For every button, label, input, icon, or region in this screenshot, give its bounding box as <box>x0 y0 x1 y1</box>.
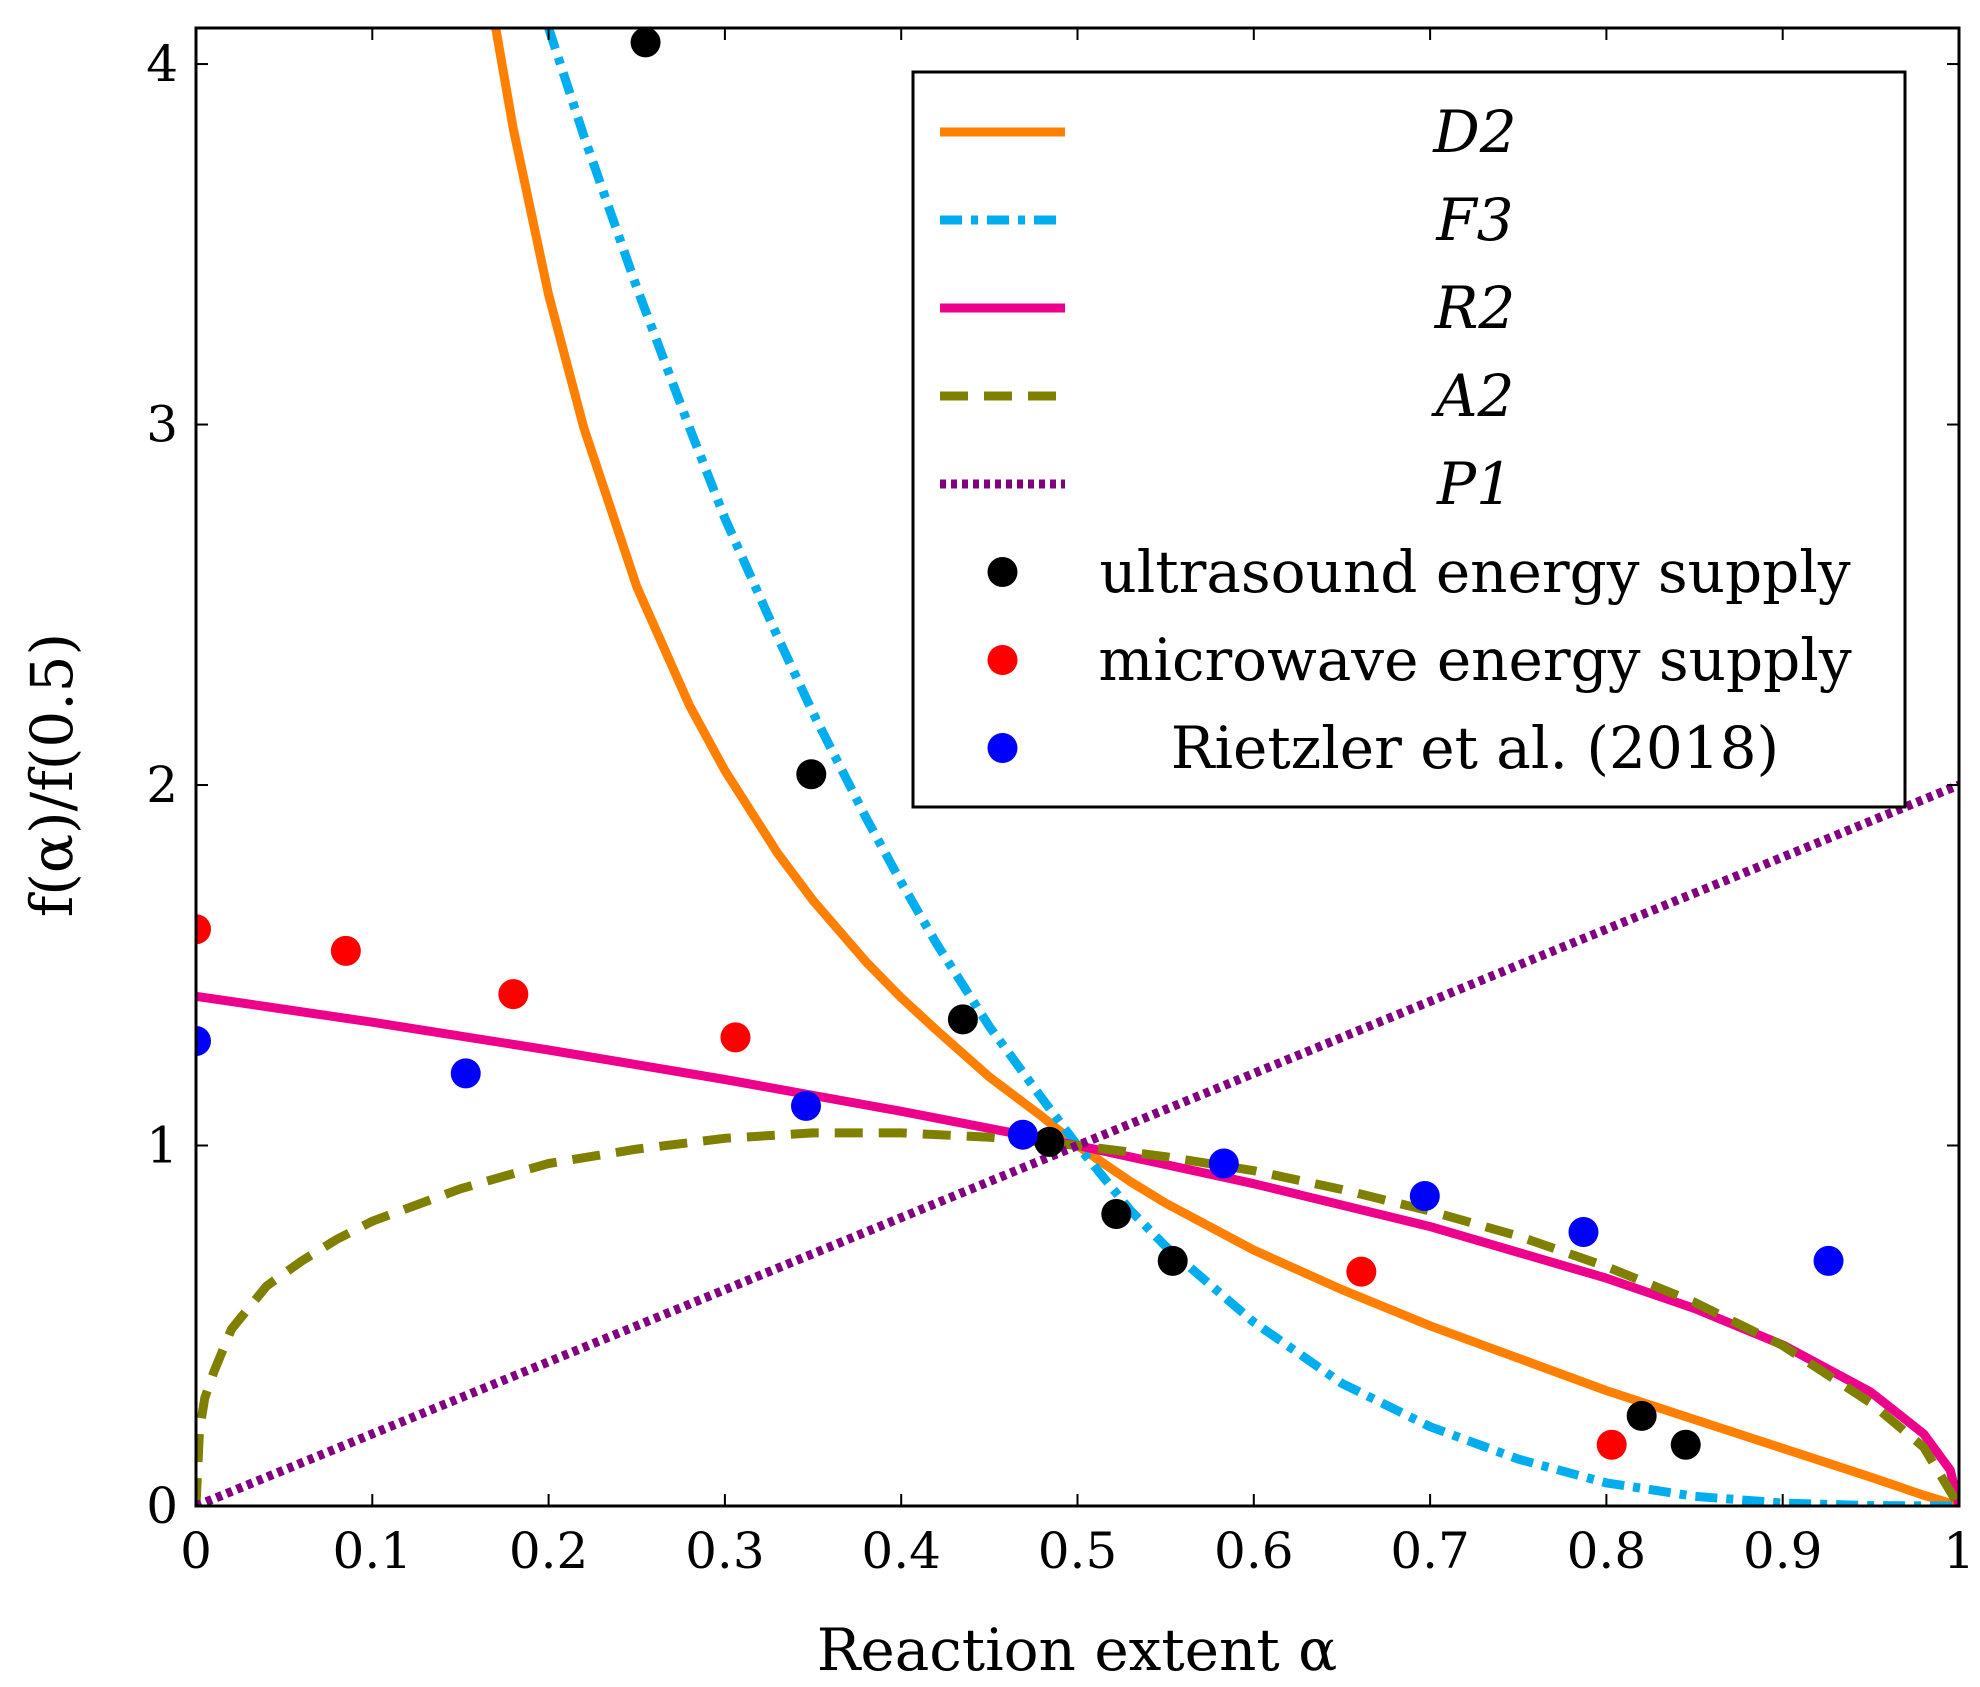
legend-item-p1: P1 <box>940 450 1513 518</box>
x-tick-label: 0.5 <box>1038 1522 1118 1580</box>
legend-box <box>911 70 1907 809</box>
x-tick-label: 0 <box>180 1522 212 1580</box>
y-tick-label: 4 <box>146 35 178 93</box>
ultrasound-energy-supply-point <box>1101 1199 1132 1230</box>
y-tick-label: 1 <box>146 1117 178 1175</box>
legend-label-rietzler-et-al-2018: Rietzler et al. (2018) <box>1171 714 1779 782</box>
points-layer <box>196 28 1844 1460</box>
legend-label-a2: A2 <box>1431 362 1515 430</box>
ultrasound-energy-supply-point <box>796 759 827 790</box>
x-tick-label: 0.2 <box>509 1522 589 1580</box>
tick-labels-layer: 0 0.1 0.2 0.3 0.4 0.5 0.6 0.7 0.8 0.9 1 0 1 2 3 4 <box>146 35 1975 1580</box>
legend-swatch-rietzler-et-al-2018 <box>987 733 1018 763</box>
legend-item-ultrasound-energy-supply: ultrasound energy supply <box>987 538 1851 606</box>
rietzler-et-al-2018-point <box>1409 1180 1440 1211</box>
y-axis-label: f(α)/f(0.5) <box>18 633 86 917</box>
ultrasound-energy-supply-point <box>1034 1126 1065 1157</box>
x-tick-label: 0.8 <box>1567 1522 1647 1580</box>
rietzler-et-al-2018-point <box>450 1058 481 1089</box>
series-f3-line <box>544 28 1959 1506</box>
series-d2-line <box>491 28 1959 1506</box>
microwave-energy-supply-point <box>720 1022 751 1053</box>
x-tick-label: 0.3 <box>685 1522 765 1580</box>
legend-item-microwave-energy-supply: microwave energy supply <box>987 626 1852 694</box>
x-tick-label: 0.6 <box>1214 1522 1294 1580</box>
x-tick-label: 0.9 <box>1743 1522 1823 1580</box>
ticks-layer <box>195 28 1960 1507</box>
microwave-energy-supply-point <box>330 935 361 966</box>
microwave-energy-supply-point <box>1346 1256 1377 1287</box>
legend-swatch-microwave-energy-supply <box>987 645 1018 675</box>
ultrasound-energy-supply-point <box>630 28 661 58</box>
series-p1-line <box>196 780 1959 1506</box>
legend: D2 F3 R2 A2 P1 ultrasound energy supply microw… <box>911 70 1907 809</box>
microwave-energy-supply-point <box>196 914 211 945</box>
legend-items: D2 F3 R2 A2 P1 ultrasound energy supply microw… <box>940 98 1852 782</box>
rietzler-et-al-2018-point <box>1208 1148 1239 1179</box>
x-tick-label: 0.4 <box>861 1522 941 1580</box>
legend-label-d2: D2 <box>1432 98 1516 166</box>
microwave-energy-supply-point <box>498 979 529 1010</box>
series-r2-line <box>196 991 1959 1506</box>
x-tick-label: 1 <box>1943 1522 1975 1580</box>
legend-label-p1: P1 <box>1436 450 1513 518</box>
legend-item-rietzler-et-al-2018: Rietzler et al. (2018) <box>987 714 1779 782</box>
legend-item-d2: D2 <box>940 98 1517 166</box>
x-tick-label: 0.1 <box>333 1522 413 1580</box>
legend-item-r2: R2 <box>940 274 1515 342</box>
legend-item-f3: F3 <box>940 186 1514 254</box>
legend-item-a2: A2 <box>940 362 1514 430</box>
rietzler-et-al-2018-point <box>1568 1217 1599 1248</box>
ultrasound-energy-supply-point <box>1670 1429 1701 1460</box>
rietzler-et-al-2018-point <box>1007 1119 1038 1150</box>
microwave-energy-supply-point <box>1596 1429 1627 1460</box>
series-layer <box>196 28 1959 1506</box>
rietzler-et-al-2018-point <box>1813 1245 1844 1276</box>
legend-label-f3: F3 <box>1435 186 1513 254</box>
ultrasound-energy-supply-point <box>1157 1245 1188 1276</box>
rietzler-et-al-2018-point <box>790 1090 821 1121</box>
ultrasound-energy-supply-point <box>1626 1400 1657 1431</box>
series-a2-line <box>196 1128 1959 1506</box>
legend-label-microwave-energy-supply: microwave energy supply <box>1098 626 1851 694</box>
x-axis-label: Reaction extent α <box>817 1616 1338 1684</box>
ultrasound-energy-supply-point <box>947 1004 978 1035</box>
y-tick-label: 3 <box>146 396 178 454</box>
legend-label-r2: R2 <box>1434 274 1516 342</box>
y-tick-label: 0 <box>146 1477 178 1535</box>
y-tick-label: 2 <box>146 756 178 814</box>
legend-label-ultrasound-energy-supply: ultrasound energy supply <box>1099 538 1850 606</box>
legend-swatch-ultrasound-energy-supply <box>987 557 1018 587</box>
x-tick-label: 0.7 <box>1390 1522 1470 1580</box>
rietzler-et-al-2018-point <box>196 1025 211 1056</box>
